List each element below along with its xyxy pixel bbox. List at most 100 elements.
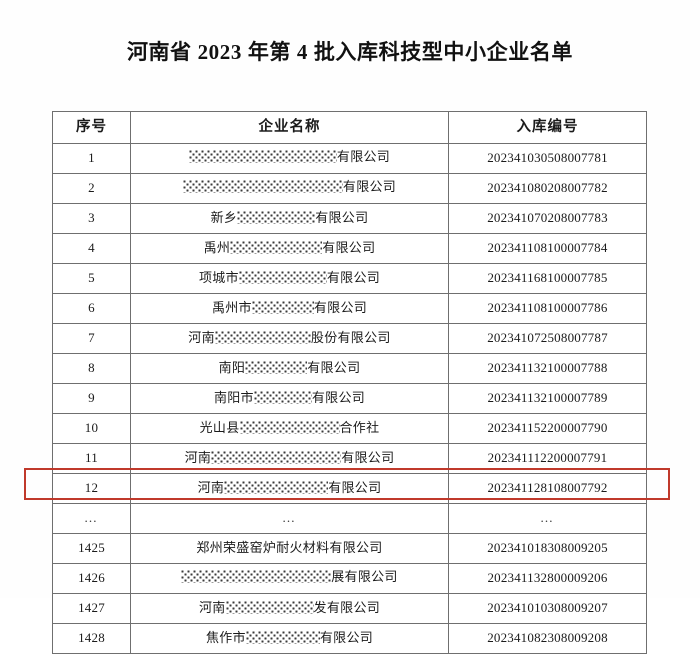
table-row: 1428 焦作市 有限公司 202341082308009208 [52,623,647,654]
enterprise-name-suffix: 展有限公司 [331,569,398,585]
enterprise-name-prefix: 禹州市 [211,300,252,316]
cell-sequence-number: 1426 [52,563,131,594]
cell-ellipsis-code: … [448,503,647,534]
cell-registration-code: 202341168100007785 [448,263,647,294]
table-row: 11 河南 有限公司 202341112200007791 [52,443,647,474]
enterprise-name-redaction [245,631,320,645]
enterprise-name-prefix: 河南 [198,600,226,616]
enterprise-name-suffix: 有限公司 [342,179,397,195]
table-row: 1425 郑州荣盛窑炉耐火材料有限公司 202341018308009205 [52,533,647,564]
cell-registration-code: 202341080208007782 [448,173,647,204]
cell-enterprise-name: 郑州荣盛窑炉耐火材料有限公司 [130,533,449,564]
cell-enterprise-name: 有限公司 [130,143,449,174]
enterprise-name-suffix: 股份有限公司 [310,330,391,346]
enterprise-listing-table: 序号 企业名称 入库编号 1 有限公司 202341030508007781 2 有限公… [52,111,647,654]
cell-enterprise-name: 河南 股份有限公司 [130,323,449,354]
cell-enterprise-name: 有限公司 [130,173,449,204]
enterprise-name-content: 有限公司 [188,150,390,164]
enterprise-name-content: 禹州 有限公司 [203,240,376,256]
enterprise-name-redaction [230,241,323,255]
enterprise-name-redaction [238,271,327,285]
cell-sequence-number: 5 [52,263,131,294]
cell-enterprise-name: 展有限公司 [130,563,449,594]
cell-enterprise-name: 禹州 有限公司 [130,233,449,264]
table-row: 12 河南 有限公司 202341128108007792 [52,473,647,504]
enterprise-name-content: 焦作市 有限公司 [206,631,373,645]
table-row: 4 禹州 有限公司 202341108100007784 [52,233,647,264]
enterprise-name-content: 河南 发有限公司 [198,600,380,616]
cell-enterprise-name: 河南 有限公司 [130,473,449,504]
enterprise-name-suffix: 有限公司 [341,450,395,466]
table-row: 10 光山县 合作社 202341152200007790 [52,413,647,444]
enterprise-name-redaction [253,391,312,405]
table-header: 序号 企业名称 入库编号 [52,111,647,144]
enterprise-name-suffix: 有限公司 [315,210,369,226]
cell-sequence-number: 7 [52,323,131,354]
table-row: 8 南阳 有限公司 202341132100007788 [52,353,647,384]
cell-sequence-number: 1428 [52,623,131,654]
enterprise-name-prefix: 南阳 [218,360,246,376]
column-header-sequence: 序号 [52,111,131,144]
enterprise-name-prefix: 河南 [197,480,225,496]
enterprise-name-redaction [245,361,308,375]
enterprise-name-suffix: 有限公司 [322,240,376,256]
table-row: 3 新乡 有限公司 202341070208007783 [52,203,647,234]
table-body: 1 有限公司 202341030508007781 2 有限公司 202341080208… [52,143,647,654]
enterprise-name-redaction [214,331,311,345]
cell-sequence-number: 12 [52,473,131,504]
table-row: 1427 河南 发有限公司 202341010308009207 [52,593,647,624]
enterprise-name-content: 有限公司 [182,179,397,195]
enterprise-name-content: 河南 股份有限公司 [188,330,391,346]
cell-registration-code: 202341072508007787 [448,323,647,354]
enterprise-name-content: 项城市 有限公司 [198,270,381,286]
cell-sequence-number: 11 [52,443,131,474]
enterprise-name-redaction [225,601,314,615]
enterprise-name-content: 郑州荣盛窑炉耐火材料有限公司 [196,541,382,554]
cell-ellipsis-sequence: … [52,503,131,534]
enterprise-name-content: 南阳市 有限公司 [213,390,366,406]
cell-sequence-number: 1425 [52,533,131,564]
cell-registration-code: 202341082308009208 [448,623,647,654]
enterprise-name-prefix: 项城市 [198,270,239,286]
cell-sequence-number: 10 [52,413,131,444]
table-header-row: 序号 企业名称 入库编号 [52,111,647,144]
enterprise-name-content: 河南 有限公司 [197,480,382,496]
column-header-registration-code: 入库编号 [448,111,647,144]
cell-enterprise-name: 禹州市 有限公司 [130,293,449,324]
table-row: 2 有限公司 202341080208007782 [52,173,647,204]
cell-sequence-number: 3 [52,203,131,234]
enterprise-name-prefix: 新乡 [210,210,238,226]
column-header-enterprise-name: 企业名称 [130,111,449,144]
table-row: 7 河南 股份有限公司 202341072508007787 [52,323,647,354]
enterprise-name-redaction [224,481,329,495]
table-row: 6 禹州市 有限公司 202341108100007786 [52,293,647,324]
enterprise-name-content: 禹州市 有限公司 [211,300,367,316]
document-page: 河南省 2023 年第 4 批入库科技型中小企业名单 序号 企业名称 入库编号 … [24,40,670,654]
cell-ellipsis-name: … [130,503,449,534]
enterprise-name-prefix: 郑州荣盛窑炉耐火材料有限公司 [196,540,383,556]
cell-registration-code: 202341018308009205 [448,533,647,564]
cell-registration-code: 202341108100007784 [448,233,647,264]
enterprise-name-redaction [239,421,340,435]
table-row: 5 项城市 有限公司 202341168100007785 [52,263,647,294]
cell-registration-code: 202341108100007786 [448,293,647,324]
cell-registration-code: 202341070208007783 [448,203,647,234]
cell-registration-code: 202341112200007791 [448,443,647,474]
cell-sequence-number: 1 [52,143,131,174]
enterprise-name-redaction [237,211,316,225]
enterprise-name-redaction [181,570,332,584]
cell-enterprise-name: 河南 发有限公司 [130,593,449,624]
cell-enterprise-name: 项城市 有限公司 [130,263,449,294]
enterprise-name-suffix: 有限公司 [311,390,366,406]
cell-registration-code: 202341030508007781 [448,143,647,174]
table-row: 1 有限公司 202341030508007781 [52,143,647,174]
enterprise-name-prefix: 河南 [188,330,215,346]
table-row: 1426 展有限公司 202341132800009206 [52,563,647,594]
enterprise-name-prefix: 南阳市 [213,390,254,406]
cell-sequence-number: 8 [52,353,131,384]
enterprise-name-prefix: 禹州 [203,240,231,256]
cell-sequence-number: 1427 [52,593,131,624]
enterprise-name-suffix: 有限公司 [326,270,381,286]
enterprise-name-suffix: 合作社 [339,420,380,436]
cell-enterprise-name: 南阳 有限公司 [130,353,449,384]
